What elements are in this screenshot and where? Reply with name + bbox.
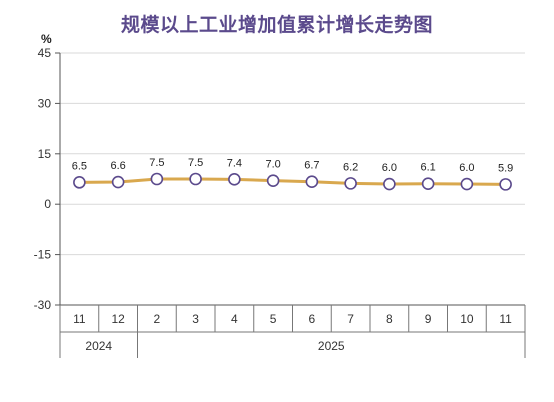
data-label: 7.0 [265, 159, 280, 171]
x-tick-label: 2 [154, 312, 161, 326]
data-point [460, 177, 474, 191]
y-tick-label: -15 [34, 248, 52, 262]
data-point [111, 175, 125, 189]
axes [55, 52, 526, 358]
x-tick-label: 5 [270, 312, 277, 326]
data-label: 6.2 [343, 161, 358, 173]
data-point [150, 172, 164, 186]
x-tick-label: 6 [309, 312, 316, 326]
x-tick-label: 11 [499, 312, 512, 326]
x-tick-label: 3 [192, 312, 199, 326]
data-label: 6.7 [304, 160, 319, 172]
series-polyline [79, 177, 506, 186]
data-point [228, 173, 241, 186]
y-tick-label: 45 [38, 46, 52, 60]
data-point [421, 177, 435, 191]
grid-lines [60, 52, 525, 306]
y-tick-labels: -30 -15 0 15 30 45 [34, 46, 52, 312]
x-tick-label: 8 [386, 312, 393, 326]
y-tick-label: 30 [38, 96, 52, 110]
year-label: 2024 [85, 339, 112, 353]
data-label: 6.6 [110, 160, 125, 172]
data-label: 6.0 [382, 162, 397, 174]
x-tick-label: 4 [231, 312, 238, 326]
data-labels: 6.5 6.6 7.5 7.5 7.4 7.0 6.7 6.2 6.0 6.1 6.0 5.9 [72, 157, 514, 174]
data-label: 5.9 [498, 162, 513, 174]
chart-title: 规模以上工业增加值累计增长走势图 [120, 14, 433, 36]
y-tick-label: 15 [38, 147, 52, 161]
data-point [73, 176, 86, 189]
x-tick-label: 12 [111, 312, 125, 326]
series-line [79, 177, 506, 186]
data-point [383, 177, 396, 191]
series-markers [73, 172, 512, 191]
data-point [344, 177, 357, 190]
year-label: 2025 [318, 339, 345, 353]
y-tick-label: 0 [44, 197, 51, 211]
data-label: 6.5 [72, 160, 87, 172]
data-point [189, 172, 202, 186]
x-tick-label: 7 [347, 312, 354, 326]
data-point [305, 175, 319, 188]
data-label: 6.1 [420, 162, 435, 174]
y-unit-label: % [41, 32, 52, 46]
x-tick-label: 9 [425, 312, 432, 326]
data-label: 7.4 [227, 157, 242, 169]
data-point [499, 178, 512, 191]
y-tick-label: -30 [34, 298, 52, 312]
x-tick-label: 10 [460, 312, 474, 326]
x-tick-labels: 11 12 2 3 4 5 6 7 8 9 10 11 2024 2025 [73, 312, 512, 353]
data-label: 6.0 [459, 162, 474, 174]
data-label: 7.5 [188, 157, 203, 169]
x-tick-label: 11 [73, 312, 86, 326]
data-label: 7.5 [149, 157, 164, 169]
data-point [266, 174, 280, 187]
